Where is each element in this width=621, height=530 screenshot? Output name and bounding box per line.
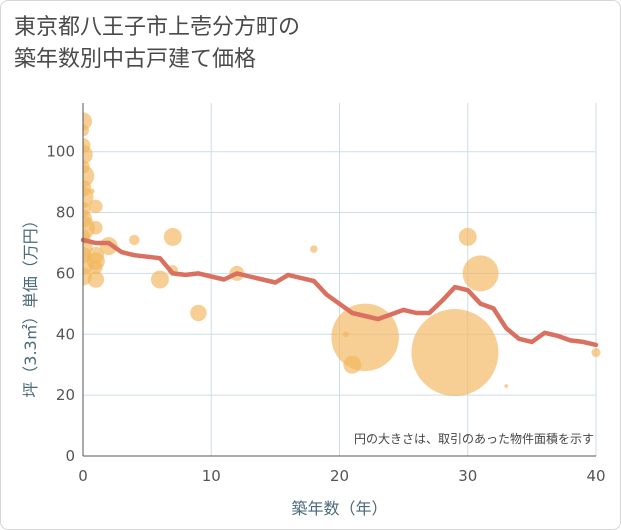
x-tick-label: 20 bbox=[330, 467, 349, 485]
bubble-point bbox=[83, 144, 93, 165]
y-tick-label: 80 bbox=[56, 204, 75, 222]
bubble-point bbox=[310, 245, 318, 253]
y-tick-label: 20 bbox=[56, 386, 75, 404]
axes-layer: 0 10 20 30 40 0 20 40 60 80 100 bbox=[46, 103, 606, 485]
bubble-point bbox=[89, 188, 95, 194]
x-tick-label: 40 bbox=[586, 467, 605, 485]
bubble-point bbox=[89, 260, 103, 275]
bubble-point bbox=[87, 271, 105, 288]
bubble-size-note: 円の大きさは、取引のあった物件面積を示す bbox=[354, 431, 594, 446]
average-price-line bbox=[80, 237, 599, 348]
chart-title-line-2: 築年数別中古戸建て価格 bbox=[14, 47, 257, 72]
bubble-point bbox=[163, 227, 182, 246]
y-tick-label: 40 bbox=[56, 325, 75, 343]
y-tick-label: 0 bbox=[65, 447, 75, 465]
x-tick-label: 0 bbox=[78, 467, 88, 485]
chart-title-line-1: 東京都八王子市上壱分方町の bbox=[14, 15, 301, 40]
y-tick-label: 60 bbox=[56, 264, 75, 282]
bubble-point bbox=[190, 304, 207, 322]
bubble-point bbox=[83, 124, 89, 137]
grid-lines bbox=[83, 103, 597, 456]
bubble-point bbox=[89, 221, 103, 235]
y-tick-label: 100 bbox=[46, 143, 75, 161]
bubble-layer bbox=[83, 112, 601, 397]
bubble-point bbox=[331, 303, 399, 372]
chart-title: 東京都八王子市上壱分方町の 築年数別中古戸建て価格 bbox=[14, 12, 300, 76]
bubble-point bbox=[150, 270, 169, 289]
bubble-point bbox=[591, 348, 601, 358]
bubble-point bbox=[462, 255, 499, 292]
bubble-point bbox=[89, 199, 103, 214]
bubble-point bbox=[504, 384, 509, 388]
x-tick-label: 30 bbox=[458, 467, 477, 485]
x-axis-label: 築年数（年） bbox=[291, 499, 387, 518]
y-axis-label: 坪（3.3㎡）単価（万円） bbox=[21, 212, 40, 397]
bubble-point bbox=[458, 227, 477, 246]
bubble-point bbox=[129, 234, 140, 246]
x-tick-label: 10 bbox=[202, 467, 221, 485]
bubble-point bbox=[411, 309, 499, 397]
trend-line-layer bbox=[80, 237, 599, 348]
